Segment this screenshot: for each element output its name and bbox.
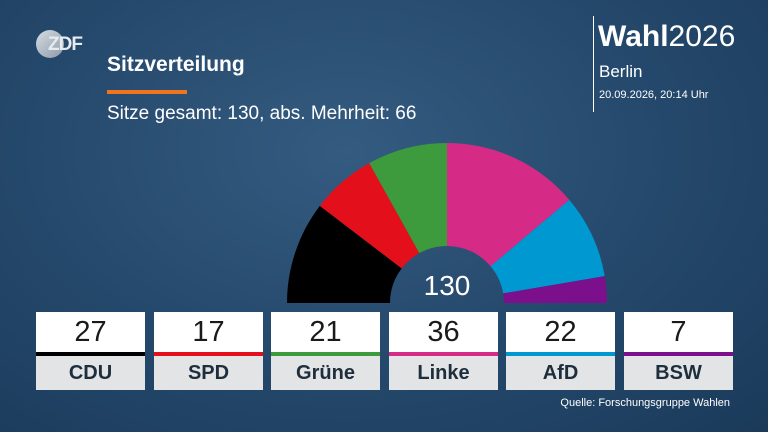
party-seat-count: 17 [154, 312, 263, 356]
party-card-linke: 36 Linke [389, 312, 498, 390]
chart-title: Sitzverteilung [107, 53, 245, 76]
seat-arc-spd [319, 163, 420, 269]
brand-year: 2026 [668, 20, 736, 53]
party-name: SPD [154, 356, 263, 390]
zdf-logo: ZDF [36, 30, 88, 58]
party-seat-count: 27 [36, 312, 145, 356]
seat-arc-afd [490, 199, 605, 294]
total-seats-label: 130 [424, 270, 471, 301]
party-card-afd: 22 AfD [506, 312, 615, 390]
party-name: Grüne [271, 356, 380, 390]
party-name: BSW [624, 356, 733, 390]
party-seat-count: 22 [506, 312, 615, 356]
title-accent-line [107, 90, 187, 94]
brand-word: Wahl [598, 20, 669, 53]
party-card-cdu: 27 CDU [36, 312, 145, 390]
party-card-spd: 17 SPD [154, 312, 263, 390]
seat-arc-bsw [503, 276, 607, 303]
party-name: CDU [36, 356, 145, 390]
election-city: Berlin [599, 62, 643, 81]
zdf-logo-text: ZDF [48, 34, 83, 55]
source-note: Quelle: Forschungsgruppe Wahlen [560, 397, 730, 409]
election-brand: Wahl2026 [598, 20, 735, 54]
party-seat-count: 36 [389, 312, 498, 356]
zdf-logo-disc [36, 30, 64, 58]
election-datetime: 20.09.2026, 20:14 Uhr [599, 89, 709, 101]
party-seat-count: 7 [624, 312, 733, 356]
chart-subtitle: Sitze gesamt: 130, abs. Mehrheit: 66 [107, 103, 417, 124]
party-card-gr-ne: 21 Grüne [271, 312, 380, 390]
brand-divider [593, 16, 594, 112]
parliament-arcs [287, 143, 607, 303]
party-name: Linke [389, 356, 498, 390]
party-name: AfD [506, 356, 615, 390]
party-card-bsw: 7 BSW [624, 312, 733, 390]
seat-arc-linke [447, 143, 570, 267]
party-seat-count: 21 [271, 312, 380, 356]
seat-arc-cdu [287, 205, 402, 303]
seat-arc-gr-ne [369, 143, 447, 254]
